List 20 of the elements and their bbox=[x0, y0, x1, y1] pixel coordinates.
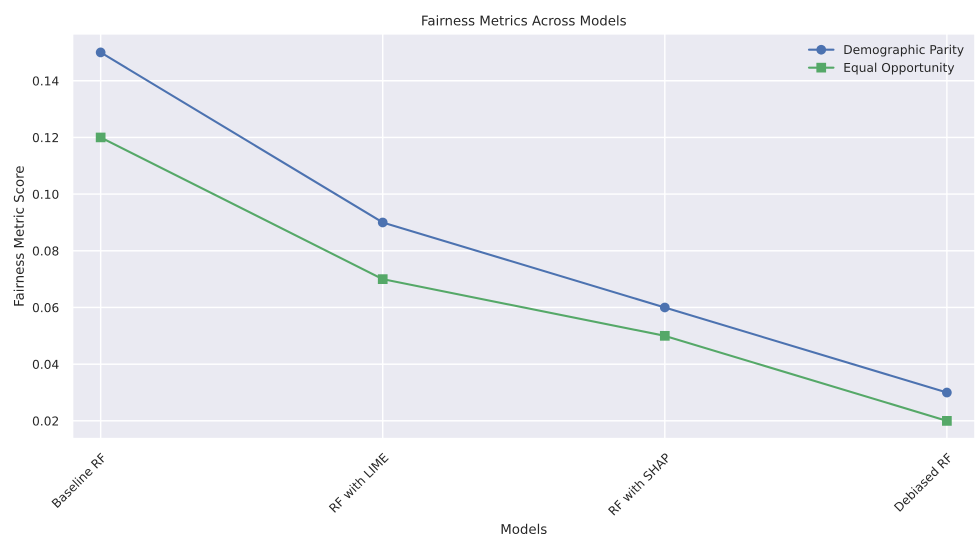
point bbox=[378, 218, 388, 228]
y-tick-label: 0.10 bbox=[32, 190, 58, 199]
y-tick-label: 0.14 bbox=[32, 76, 59, 86]
y-tick-label: 0.06 bbox=[32, 303, 58, 312]
point bbox=[378, 274, 388, 284]
point bbox=[942, 388, 952, 398]
y-tick-label: 0.04 bbox=[32, 360, 59, 369]
x-axis-title: Models bbox=[502, 524, 547, 534]
point bbox=[96, 48, 106, 58]
point bbox=[660, 302, 670, 312]
legend-label: Equal Opportunity bbox=[844, 62, 954, 74]
y-tick-label: 0.08 bbox=[32, 246, 58, 256]
y-tick-label: 0.02 bbox=[32, 416, 58, 426]
legend-label: Demographic Parity bbox=[844, 44, 964, 57]
point bbox=[942, 416, 952, 426]
chart-title: Fairness Metrics Across Models bbox=[422, 15, 626, 26]
y-tick-label: 0.12 bbox=[32, 133, 58, 142]
point bbox=[660, 330, 670, 341]
y-axis-title: Fairness Metric Score bbox=[14, 166, 24, 306]
point bbox=[96, 132, 106, 142]
